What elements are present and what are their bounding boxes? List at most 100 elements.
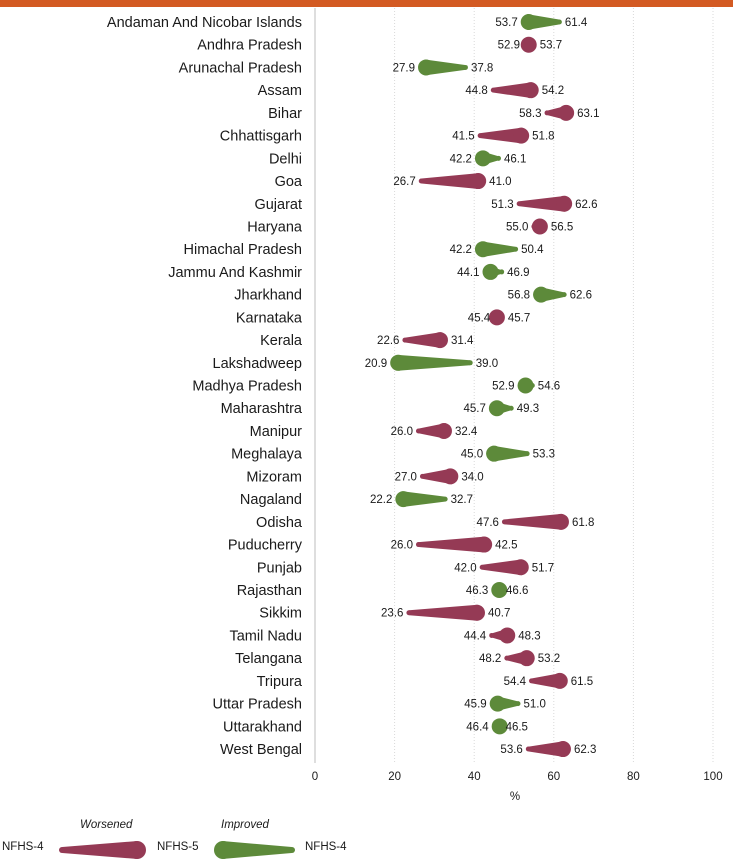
x-tick-label: 100 bbox=[703, 771, 722, 783]
chart-row: Kerala 22.6 31.4 bbox=[260, 332, 474, 349]
nfhs5-point bbox=[395, 491, 412, 508]
nfhs4-value-label: 37.8 bbox=[471, 62, 493, 74]
state-label: Odisha bbox=[256, 515, 303, 531]
dumbbell-wedge bbox=[492, 445, 527, 462]
nfhs5-point bbox=[489, 695, 506, 712]
nfhs4-value-label: 58.3 bbox=[519, 108, 541, 120]
legend-worsened-shape bbox=[59, 841, 146, 859]
chart-row: Telangana 48.2 53.2 bbox=[235, 650, 560, 667]
nfhs4-value-label: 61.4 bbox=[565, 17, 588, 29]
nfhs5-point bbox=[520, 36, 537, 53]
dumbbell-wedge bbox=[528, 741, 565, 757]
state-label: Telangana bbox=[235, 651, 303, 667]
dumbbell-wedge bbox=[480, 127, 523, 144]
chart-row: Odisha 47.6 61.8 bbox=[256, 513, 594, 531]
state-label: Bihar bbox=[268, 106, 302, 122]
nfhs5-point bbox=[470, 173, 487, 190]
nfhs5-point bbox=[488, 400, 505, 417]
legend-improved-big-dot bbox=[214, 841, 232, 859]
dumbbell-wedge bbox=[397, 354, 471, 371]
chart-row: Uttarakhand 46.4 46.5 bbox=[223, 718, 528, 735]
nfhs4-point bbox=[544, 110, 550, 116]
dumbbell-wedge bbox=[482, 559, 522, 576]
chart-rows: Andaman And Nicobar Islands 53.7 61.4Andhr… bbox=[107, 14, 600, 758]
dumbbell-wedge bbox=[493, 82, 532, 99]
state-label: Tamil Nadu bbox=[229, 628, 302, 644]
nfhs4-value-label: 39.0 bbox=[476, 358, 498, 370]
nfhs4-value-label: 26.7 bbox=[393, 176, 415, 188]
state-label: Assam bbox=[258, 83, 302, 99]
chart-row: Nagaland 22.2 32.7 bbox=[240, 491, 473, 508]
nfhs5-point bbox=[552, 513, 569, 530]
nfhs4-value-label: 26.0 bbox=[391, 540, 413, 552]
chart-row: Chhattisgarh 41.5 51.8 bbox=[220, 127, 555, 145]
chart-row: Tamil Nadu 44.4 48.3 bbox=[229, 627, 541, 644]
nfhs5-value-label: 42.2 bbox=[450, 153, 472, 165]
chart-row: Andaman And Nicobar Islands 53.7 61.4 bbox=[107, 14, 588, 31]
nfhs5-value-label: 56.5 bbox=[551, 221, 573, 233]
nfhs5-point bbox=[468, 604, 485, 621]
chart-row: Goa 26.7 41.0 bbox=[275, 173, 512, 190]
nfhs5-value-label: 34.0 bbox=[461, 471, 483, 483]
legend-improved-shape bbox=[214, 841, 295, 859]
dumbbell-wedge bbox=[421, 173, 479, 190]
legend-shapes bbox=[59, 841, 295, 859]
state-label: Arunachal Pradesh bbox=[179, 60, 302, 76]
chart-row: Arunachal Pradesh 27.9 37.8 bbox=[179, 59, 493, 76]
nfhs5-point bbox=[486, 445, 503, 462]
nfhs5-value-label: 45.0 bbox=[461, 449, 483, 461]
x-axis-title: % bbox=[510, 791, 520, 803]
dumbbell-chart: Andaman And Nicobar Islands 53.7 61.4Andhr… bbox=[107, 8, 723, 803]
state-label: Goa bbox=[275, 174, 303, 190]
state-label: West Bengal bbox=[220, 742, 302, 758]
nfhs5-value-label: 31.4 bbox=[451, 335, 474, 347]
nfhs4-point bbox=[529, 678, 535, 684]
nfhs4-point bbox=[524, 451, 530, 457]
nfhs4-value-label: 46.5 bbox=[506, 721, 528, 733]
dumbbell-wedge bbox=[418, 536, 485, 553]
nfhs4-point bbox=[516, 201, 522, 207]
nfhs5-value-label: 20.9 bbox=[365, 358, 387, 370]
state-label: Gujarat bbox=[254, 197, 302, 213]
nfhs4-point bbox=[556, 19, 562, 25]
state-label: Meghalaya bbox=[231, 447, 303, 463]
nfhs5-value-label: 45.7 bbox=[508, 312, 530, 324]
nfhs5-point bbox=[491, 582, 508, 598]
nfhs5-point bbox=[442, 468, 459, 485]
legend-worsened-title: Worsened bbox=[80, 819, 133, 831]
chart-row: Jharkhand 56.8 62.6 bbox=[234, 286, 592, 304]
chart-row: Rajasthan 46.3 46.6 bbox=[237, 582, 528, 599]
nfhs5-value-label: 62.6 bbox=[575, 199, 597, 211]
nfhs4-point bbox=[501, 519, 507, 525]
x-axis: 0 20 40 60 80 100 bbox=[312, 8, 723, 783]
nfhs4-value-label: 44.8 bbox=[465, 85, 487, 97]
legend: Worsened Improved NFHS-4 NFHS-5 NFHS-4 bbox=[0, 815, 733, 865]
state-label: Manipur bbox=[250, 424, 303, 440]
chart-row: Bihar 58.3 63.1 bbox=[268, 104, 600, 122]
nfhs5-value-label: 51.7 bbox=[532, 562, 554, 574]
legend-improved-title: Improved bbox=[221, 819, 269, 831]
nfhs4-point bbox=[402, 337, 408, 343]
state-label: Sikkim bbox=[259, 606, 302, 622]
nfhs5-value-label: 46.4 bbox=[466, 721, 489, 733]
legend-left-label: NFHS-4 bbox=[2, 841, 44, 853]
nfhs5-point bbox=[488, 309, 505, 326]
nfhs5-point bbox=[518, 650, 535, 667]
nfhs4-point bbox=[479, 564, 485, 570]
state-label: Chhattisgarh bbox=[220, 129, 302, 145]
nfhs5-point bbox=[517, 377, 534, 394]
nfhs5-value-label: 53.7 bbox=[495, 17, 517, 29]
state-label: Maharashtra bbox=[221, 401, 303, 417]
nfhs5-point bbox=[556, 195, 573, 212]
nfhs4-point bbox=[499, 269, 505, 275]
nfhs5-point bbox=[499, 627, 516, 644]
state-label: Puducherry bbox=[228, 538, 303, 554]
nfhs4-value-label: 42.0 bbox=[454, 562, 476, 574]
nfhs5-value-label: 40.7 bbox=[488, 608, 510, 620]
legend-improved-wedge bbox=[222, 841, 292, 859]
chart-row: Assam 44.8 54.2 bbox=[258, 82, 564, 99]
nfhs4-value-label: 55.0 bbox=[506, 221, 528, 233]
x-tick-label: 80 bbox=[627, 771, 640, 783]
nfhs5-point bbox=[551, 672, 568, 689]
nfhs5-value-label: 53.7 bbox=[540, 40, 562, 52]
